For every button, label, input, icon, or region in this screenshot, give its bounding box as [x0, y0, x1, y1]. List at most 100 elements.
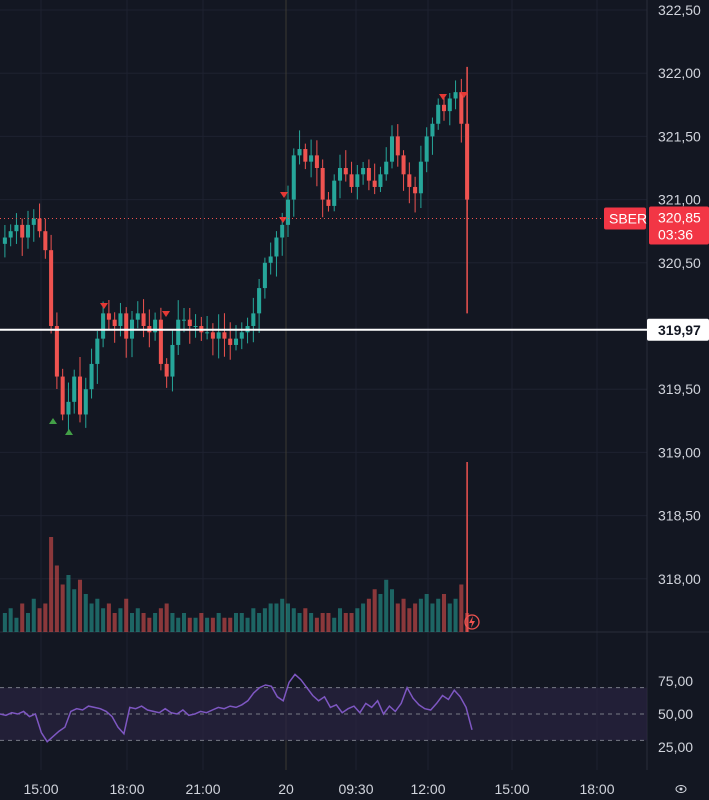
buy-signal-marker [65, 429, 73, 435]
volume-bar [251, 608, 256, 632]
volume-bar [407, 608, 412, 632]
volume-bar [332, 617, 337, 632]
candle-body [447, 98, 452, 112]
candle-body [337, 168, 343, 181]
candle-body [314, 155, 319, 168]
candle-body [124, 313, 129, 339]
candle-body [239, 332, 244, 339]
candle-body [43, 231, 48, 251]
candle-body [187, 319, 192, 326]
candle-body [401, 155, 406, 175]
candle-body [349, 174, 354, 187]
volume-bar [245, 617, 250, 632]
candle-body [164, 363, 169, 377]
candle-body [77, 376, 83, 415]
candle-body [66, 401, 71, 415]
buy-signal-marker [49, 418, 57, 424]
candle-body [37, 218, 42, 232]
candle-body [297, 149, 302, 156]
volume-bar [309, 613, 314, 632]
volume-bar [233, 613, 239, 632]
volume-bar [129, 613, 135, 632]
price-tick-label: 322,50 [658, 2, 701, 18]
volume-bar [199, 613, 204, 632]
candle-body [366, 168, 371, 181]
candle-body [49, 250, 54, 326]
price-tick-label: 321,00 [658, 192, 701, 208]
candle-body [83, 389, 88, 415]
volume-bar [349, 613, 354, 632]
volume-bar [262, 608, 267, 632]
candle-body [72, 376, 77, 402]
price-tick-label: 318,00 [658, 571, 701, 587]
volume-bar [118, 608, 123, 632]
volume-bar [176, 617, 181, 632]
candle-body [326, 199, 331, 206]
volume-bar [239, 613, 244, 632]
lightning-icon[interactable] [464, 614, 480, 630]
time-tick-label: 21:00 [185, 781, 220, 797]
candle-body [205, 332, 210, 334]
last-price-tag [649, 206, 709, 245]
volume-bar [31, 598, 36, 632]
volume-bar [83, 594, 88, 632]
volume-bar [8, 608, 13, 632]
volume-bar [314, 617, 319, 632]
candle-body [280, 224, 285, 238]
candle-body [355, 174, 360, 187]
volume-bar [447, 603, 452, 632]
price-tick-label: 319,50 [658, 381, 701, 397]
volume-bar [274, 603, 279, 632]
volume-bar [20, 603, 25, 632]
level-price-tag [647, 318, 709, 341]
candle-body [285, 199, 291, 225]
volume-bar [14, 617, 19, 632]
candle-body [60, 376, 65, 415]
volume-bar [101, 608, 106, 632]
volume-bar [89, 603, 94, 632]
eye-settings-icon[interactable] [675, 785, 687, 793]
volume-bar [326, 613, 331, 632]
symbol-label: SBER [609, 211, 647, 227]
time-tick-label: 09:30 [338, 781, 373, 797]
volume-bar [285, 603, 291, 632]
candle-body [262, 262, 267, 289]
time-tick-label: 12:00 [410, 781, 445, 797]
volume-bar [54, 565, 59, 632]
candle-body [291, 155, 296, 200]
volume-bar [141, 613, 146, 632]
candle-body [2, 237, 7, 244]
volume-bar [222, 617, 227, 632]
candle-body [153, 319, 158, 333]
candle-body [430, 123, 435, 137]
volume-bar [441, 594, 447, 632]
candle-body [210, 332, 215, 339]
candle-body [14, 224, 19, 232]
last-price-label: 320,85 [658, 210, 701, 226]
candle-body [361, 168, 366, 175]
candle-body [303, 149, 308, 162]
volume-bar [320, 613, 325, 632]
volume-bar [37, 608, 42, 632]
volume-bar [210, 617, 215, 632]
rsi-tick-label: 50,00 [658, 706, 693, 722]
time-tick-label: 15:00 [494, 781, 529, 797]
volume-bar [372, 589, 377, 632]
sell-signal-marker [162, 311, 170, 317]
price-tick-label: 321,50 [658, 128, 701, 144]
candle-body [309, 155, 314, 162]
candle-body [158, 319, 163, 364]
bar-countdown-label: 03:36 [658, 227, 693, 243]
volume-bar [337, 608, 343, 632]
volume-bar [280, 598, 285, 632]
candle-body [274, 237, 279, 257]
rsi-tick-label: 25,00 [658, 739, 693, 755]
volume-bar [430, 603, 435, 632]
volume-bar [205, 617, 210, 632]
volume-bar [268, 603, 273, 632]
candle-body [118, 313, 123, 326]
volume-bar [418, 598, 423, 632]
candle-body [378, 174, 383, 187]
candle-body [436, 104, 441, 124]
